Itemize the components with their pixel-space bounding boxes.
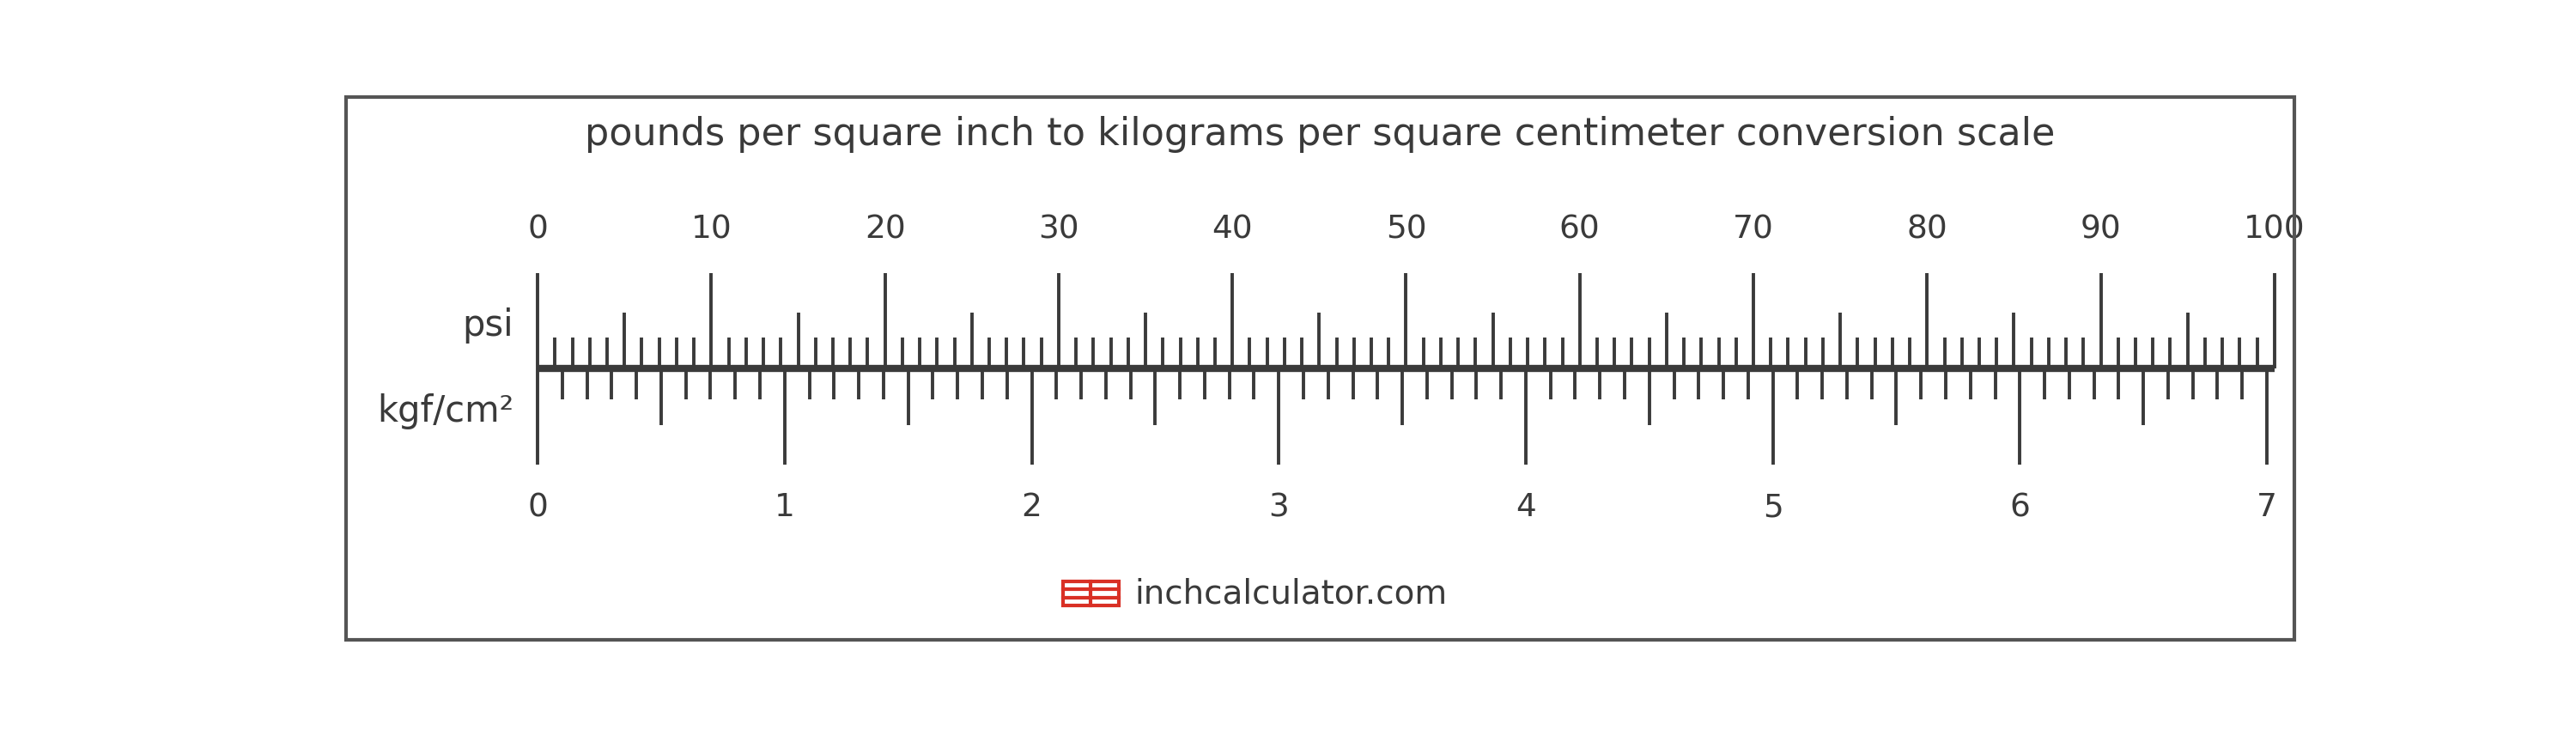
Text: 1: 1 <box>775 492 796 523</box>
Text: psi: psi <box>464 307 513 344</box>
Text: 90: 90 <box>2081 214 2120 245</box>
Text: 20: 20 <box>866 214 907 245</box>
Bar <box>1064 582 1118 605</box>
Text: 0: 0 <box>528 214 549 245</box>
Text: 70: 70 <box>1734 214 1775 245</box>
Text: 0: 0 <box>528 492 549 523</box>
Text: 7: 7 <box>2257 492 2277 523</box>
Text: kgf/cm²: kgf/cm² <box>376 393 513 430</box>
Text: 60: 60 <box>1558 214 1600 245</box>
Text: 3: 3 <box>1267 492 1288 523</box>
Text: 30: 30 <box>1038 214 1079 245</box>
Text: 50: 50 <box>1386 214 1427 245</box>
Text: 4: 4 <box>1515 492 1535 523</box>
Text: 5: 5 <box>1762 492 1783 523</box>
Text: 80: 80 <box>1906 214 1947 245</box>
Text: 2: 2 <box>1023 492 1041 523</box>
Text: 40: 40 <box>1211 214 1252 245</box>
Text: 100: 100 <box>2244 214 2306 245</box>
Text: 6: 6 <box>2009 492 2030 523</box>
Text: 10: 10 <box>690 214 732 245</box>
Text: pounds per square inch to kilograms per square centimeter conversion scale: pounds per square inch to kilograms per … <box>585 116 2056 153</box>
Text: inchcalculator.com: inchcalculator.com <box>1133 577 1448 610</box>
